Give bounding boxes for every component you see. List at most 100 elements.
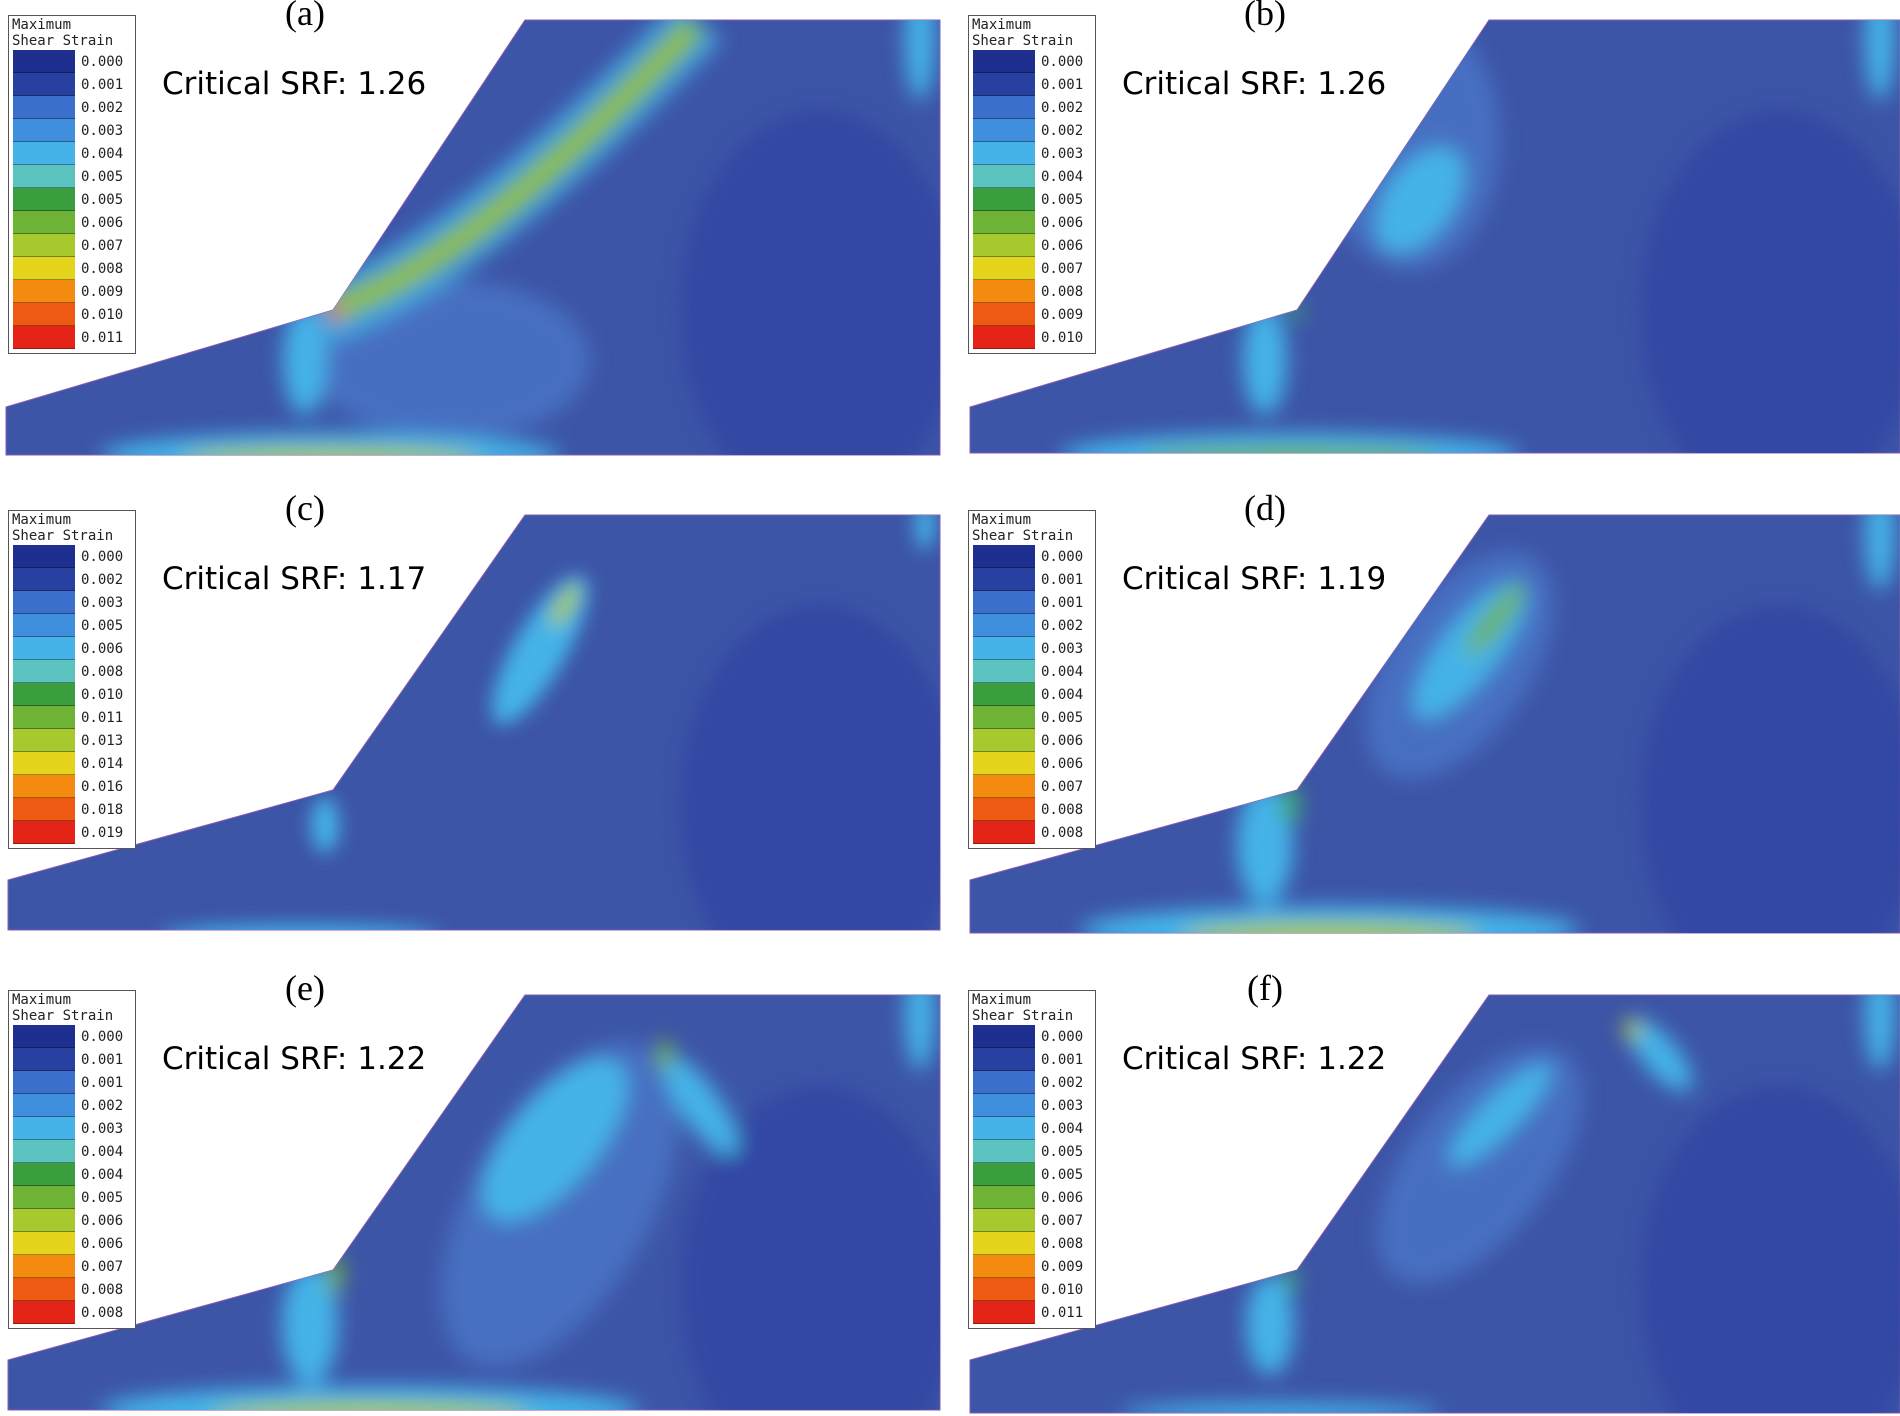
legend-row: 0.011 <box>13 706 135 729</box>
legend-row: 0.006 <box>13 637 135 660</box>
legend-row: 0.002 <box>973 614 1095 637</box>
legend-value: 0.002 <box>1041 1074 1084 1091</box>
legend-swatch <box>973 165 1035 188</box>
legend-swatch <box>13 280 75 303</box>
legend-row: 0.005 <box>973 188 1095 211</box>
legend-swatch <box>973 96 1035 119</box>
strain-contour-plot-f <box>969 994 1900 1414</box>
legend-value: 0.008 <box>1041 1235 1084 1252</box>
legend-swatch <box>13 326 75 349</box>
legend-value: 0.000 <box>1041 1028 1084 1045</box>
legend-swatch <box>13 545 75 568</box>
legend-title: Maximum Shear Strain <box>972 512 1074 544</box>
legend-row: 0.005 <box>13 188 135 211</box>
legend-row: 0.004 <box>13 142 135 165</box>
legend-swatch <box>13 73 75 96</box>
legend-row: 0.002 <box>973 96 1095 119</box>
legend-row: 0.000 <box>973 545 1095 568</box>
legend-swatch <box>973 752 1035 775</box>
legend-value: 0.004 <box>1041 663 1084 680</box>
legend-value: 0.005 <box>1041 1166 1084 1183</box>
legend-row: 0.005 <box>13 614 135 637</box>
legend-value: 0.005 <box>81 168 124 185</box>
legend-row: 0.010 <box>973 1278 1095 1301</box>
legend-row: 0.008 <box>973 821 1095 844</box>
legend-swatch <box>973 211 1035 234</box>
panel-label: (f) <box>1247 968 1283 1008</box>
legend-value: 0.001 <box>81 76 124 93</box>
legend-row: 0.006 <box>13 211 135 234</box>
legend-row: 0.006 <box>13 1209 135 1232</box>
legend-swatch <box>973 1232 1035 1255</box>
legend-value: 0.004 <box>1041 168 1084 185</box>
legend-value: 0.000 <box>1041 53 1084 70</box>
legend-value: 0.008 <box>81 663 124 680</box>
legend-swatch <box>13 798 75 821</box>
legend-row: 0.013 <box>13 729 135 752</box>
legend-row: 0.011 <box>13 326 135 349</box>
legend-value: 0.001 <box>1041 594 1084 611</box>
legend-value: 0.007 <box>81 1258 124 1275</box>
legend-scale: 0.000 0.001 0.002 0.003 0.004 0.005 0.005 0.006… <box>969 1024 1095 1328</box>
legend-swatch <box>973 568 1035 591</box>
legend-row: 0.004 <box>973 165 1095 188</box>
legend-row: 0.005 <box>973 1163 1095 1186</box>
legend-row: 0.009 <box>973 1255 1095 1278</box>
legend-swatch <box>13 614 75 637</box>
legend-value: 0.008 <box>81 1281 124 1298</box>
legend-swatch <box>973 234 1035 257</box>
legend-row: 0.007 <box>973 1209 1095 1232</box>
legend-swatch <box>973 1278 1035 1301</box>
legend-row: 0.003 <box>973 637 1095 660</box>
legend-value: 0.002 <box>1041 99 1084 116</box>
legend-swatch <box>13 591 75 614</box>
legend-swatch <box>973 50 1035 73</box>
panel-label: (a) <box>285 0 325 33</box>
legend-value: 0.004 <box>81 1166 124 1183</box>
legend-value: 0.002 <box>1041 122 1084 139</box>
legend-value: 0.005 <box>81 191 124 208</box>
panel-label: (b) <box>1244 0 1286 33</box>
legend-value: 0.007 <box>1041 1212 1084 1229</box>
legend-value: 0.004 <box>1041 686 1084 703</box>
legend-swatch <box>973 188 1035 211</box>
legend-value: 0.006 <box>1041 214 1084 231</box>
legend-swatch <box>973 1048 1035 1071</box>
legend-swatch <box>973 303 1035 326</box>
panel-label: (e) <box>285 968 325 1008</box>
critical-srf-label: Critical SRF: 1.22 <box>162 1041 427 1077</box>
legend-value: 0.004 <box>81 1143 124 1160</box>
legend-swatch <box>973 1301 1035 1324</box>
legend-value: 0.010 <box>1041 329 1084 346</box>
legend-scale: 0.000 0.002 0.003 0.005 0.006 0.008 0.010 0.011… <box>9 544 135 848</box>
legend-swatch <box>973 1071 1035 1094</box>
legend-value: 0.001 <box>1041 1051 1084 1068</box>
legend-row: 0.000 <box>13 50 135 73</box>
legend-swatch <box>13 1140 75 1163</box>
legend-value: 0.003 <box>81 122 124 139</box>
legend-swatch <box>13 1117 75 1140</box>
critical-srf-label: Critical SRF: 1.22 <box>1122 1041 1387 1077</box>
critical-srf-label: Critical SRF: 1.17 <box>162 561 427 597</box>
critical-srf-label: Critical SRF: 1.26 <box>162 66 427 102</box>
legend-swatch <box>973 683 1035 706</box>
legend-value: 0.007 <box>1041 260 1084 277</box>
legend-value: 0.010 <box>1041 1281 1084 1298</box>
legend-value: 0.005 <box>81 1189 124 1206</box>
legend-value: 0.004 <box>1041 1120 1084 1137</box>
legend-row: 0.001 <box>973 1048 1095 1071</box>
legend-value: 0.009 <box>1041 306 1084 323</box>
legend-swatch <box>13 1232 75 1255</box>
legend-value: 0.008 <box>1041 283 1084 300</box>
legend-row: 0.001 <box>973 568 1095 591</box>
legend-value: 0.000 <box>81 548 124 565</box>
legend-swatch <box>973 660 1035 683</box>
strain-legend: Maximum Shear Strain 0.000 0.001 0.001 0.002… <box>968 510 1096 849</box>
panel-label: (d) <box>1244 488 1286 528</box>
legend-row: 0.009 <box>13 280 135 303</box>
legend-value: 0.006 <box>1041 732 1084 749</box>
legend-row: 0.010 <box>13 683 135 706</box>
legend-value: 0.004 <box>81 145 124 162</box>
legend-swatch <box>13 1048 75 1071</box>
legend-row: 0.005 <box>13 165 135 188</box>
